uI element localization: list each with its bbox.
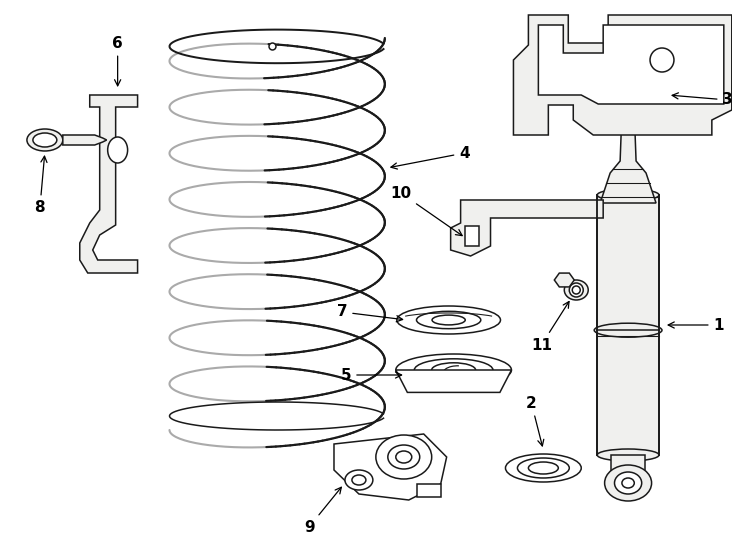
Text: 8: 8 (34, 156, 47, 215)
Text: 9: 9 (304, 487, 341, 535)
Text: 10: 10 (390, 186, 462, 235)
Ellipse shape (614, 472, 642, 494)
Polygon shape (611, 455, 645, 473)
Polygon shape (538, 25, 724, 104)
Text: 7: 7 (337, 305, 403, 322)
Ellipse shape (345, 470, 373, 490)
Polygon shape (597, 195, 659, 455)
Text: 6: 6 (112, 36, 123, 86)
Ellipse shape (517, 458, 570, 478)
Ellipse shape (352, 475, 366, 485)
Ellipse shape (388, 445, 420, 469)
Ellipse shape (33, 133, 57, 147)
Polygon shape (396, 370, 512, 393)
Ellipse shape (506, 454, 581, 482)
Ellipse shape (432, 363, 476, 377)
Ellipse shape (414, 359, 493, 381)
Text: 11: 11 (531, 301, 569, 353)
Ellipse shape (597, 449, 659, 461)
Ellipse shape (376, 435, 432, 479)
Ellipse shape (605, 465, 652, 501)
Ellipse shape (396, 451, 412, 463)
Ellipse shape (570, 283, 584, 297)
Text: 2: 2 (526, 395, 544, 446)
Polygon shape (600, 107, 656, 203)
Polygon shape (465, 226, 479, 246)
Polygon shape (80, 95, 137, 273)
Text: 1: 1 (668, 318, 724, 333)
Ellipse shape (597, 189, 659, 201)
Polygon shape (63, 135, 106, 145)
Polygon shape (613, 69, 644, 93)
Polygon shape (514, 15, 732, 135)
Polygon shape (554, 273, 574, 287)
Ellipse shape (564, 280, 588, 300)
Ellipse shape (601, 80, 655, 102)
Ellipse shape (416, 312, 481, 329)
Polygon shape (451, 200, 603, 256)
Polygon shape (417, 484, 440, 497)
Text: 4: 4 (391, 145, 470, 169)
Ellipse shape (528, 462, 559, 474)
Polygon shape (33, 132, 57, 148)
Text: 3: 3 (672, 92, 733, 107)
Ellipse shape (396, 354, 512, 386)
Ellipse shape (432, 315, 465, 325)
Ellipse shape (584, 83, 673, 107)
Ellipse shape (108, 137, 128, 163)
Ellipse shape (595, 323, 662, 337)
Ellipse shape (622, 478, 634, 488)
Polygon shape (622, 115, 634, 195)
Polygon shape (334, 434, 447, 500)
Polygon shape (619, 75, 636, 87)
Ellipse shape (573, 286, 581, 294)
Ellipse shape (650, 48, 674, 72)
Ellipse shape (397, 306, 501, 334)
Text: 5: 5 (341, 368, 401, 382)
Ellipse shape (27, 129, 63, 151)
